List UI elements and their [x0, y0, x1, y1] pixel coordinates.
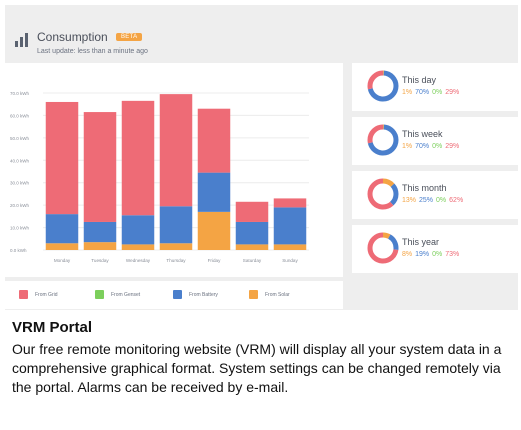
- summary-card-day[interactable]: This day 1% 70% 0% 29%: [352, 63, 519, 111]
- chart-legend: From Grid From Genset From Battery From …: [5, 281, 343, 309]
- bar-segment[interactable]: [273, 198, 307, 208]
- bar-segment[interactable]: [197, 108, 231, 173]
- pct-grid: 29%: [445, 143, 460, 150]
- donut-segment: [367, 70, 399, 102]
- bar-segment[interactable]: [45, 243, 79, 250]
- summary-pcts: 13% 25% 0% 62%: [402, 197, 466, 204]
- pct-battery: 19%: [415, 251, 430, 258]
- bar-segment[interactable]: [235, 244, 269, 250]
- bar-segment[interactable]: [235, 221, 269, 245]
- legend-swatch: [95, 290, 104, 299]
- donut-segment: [367, 70, 399, 102]
- pct-grid: 29%: [445, 89, 460, 96]
- summary-pcts: 8% 19% 0% 73%: [402, 251, 462, 258]
- y-tick-label: 70.0 kWh: [10, 91, 30, 96]
- bar-segment[interactable]: [83, 112, 117, 222]
- donut-segment: [367, 232, 399, 264]
- pct-genset: 0%: [436, 197, 447, 204]
- y-tick-label: 40.0 kWh: [10, 158, 30, 163]
- legend-item-grid[interactable]: From Grid: [19, 290, 58, 299]
- pct-battery: 70%: [415, 143, 430, 150]
- legend-label: From Grid: [35, 291, 58, 298]
- pct-battery: 70%: [415, 89, 430, 96]
- x-tick-label: Sunday: [282, 258, 298, 263]
- vrm-screenshot: Consumption BETA Last update: less than …: [5, 5, 519, 310]
- pct-solar: 8%: [402, 251, 413, 258]
- donut-segment: [367, 124, 399, 156]
- pct-genset: 0%: [432, 143, 443, 150]
- bar-segment[interactable]: [159, 206, 193, 244]
- summary-pcts: 1% 70% 0% 29%: [402, 143, 462, 150]
- pct-genset: 0%: [432, 251, 443, 258]
- legend-item-genset[interactable]: From Genset: [95, 290, 140, 299]
- caption-title: VRM Portal: [12, 319, 93, 336]
- bar-segment[interactable]: [273, 244, 307, 250]
- y-tick-label: 50.0 kWh: [10, 136, 30, 141]
- beta-badge: BETA: [116, 33, 143, 41]
- legend-swatch: [249, 290, 258, 299]
- pct-solar: 1%: [402, 143, 413, 150]
- donut-icon: [367, 124, 399, 156]
- donut-icon: [367, 178, 399, 210]
- legend-label: From Genset: [111, 291, 141, 298]
- y-tick-label: 10.0 kWh: [10, 226, 30, 231]
- bar-segment[interactable]: [45, 214, 79, 244]
- pct-solar: 1%: [402, 89, 413, 96]
- y-tick-label: 0.0 kWh: [10, 248, 27, 253]
- page-title: Consumption: [37, 30, 108, 44]
- summary-title: This year: [402, 237, 440, 247]
- bar-segment[interactable]: [83, 242, 117, 250]
- donut-segment: [367, 124, 399, 156]
- bar-segment[interactable]: [121, 215, 155, 245]
- summary-title: This month: [402, 183, 447, 193]
- bar-segment[interactable]: [197, 211, 231, 250]
- summary-title: This week: [402, 129, 443, 139]
- bar-segment[interactable]: [121, 100, 155, 216]
- bar-segment[interactable]: [83, 221, 117, 243]
- x-tick-label: Saturday: [243, 258, 262, 263]
- pct-battery: 25%: [419, 197, 434, 204]
- y-tick-label: 30.0 kWh: [10, 181, 30, 186]
- pct-grid: 62%: [449, 197, 464, 204]
- donut-icon: [367, 70, 399, 102]
- legend-item-solar[interactable]: From Solar: [249, 290, 290, 299]
- x-tick-label: Friday: [208, 258, 221, 263]
- summary-card-year[interactable]: This year 8% 19% 0% 73%: [352, 225, 519, 273]
- bar-segment[interactable]: [235, 201, 269, 222]
- bar-chart-icon: [15, 33, 29, 47]
- x-tick-label: Thursday: [166, 258, 186, 263]
- legend-swatch: [173, 290, 182, 299]
- donut-segment: [367, 232, 399, 264]
- legend-label: From Solar: [265, 291, 290, 298]
- last-update: Last update: less than a minute ago: [37, 48, 148, 55]
- pct-genset: 0%: [432, 89, 443, 96]
- bar-segment[interactable]: [121, 244, 155, 250]
- legend-item-battery[interactable]: From Battery: [173, 290, 218, 299]
- y-tick-label: 20.0 kWh: [10, 203, 30, 208]
- summary-title: This day: [402, 75, 437, 85]
- pct-grid: 73%: [445, 251, 460, 258]
- summary-pcts: 1% 70% 0% 29%: [402, 89, 462, 96]
- bar-segment[interactable]: [273, 207, 307, 245]
- summary-card-week[interactable]: This week 1% 70% 0% 29%: [352, 117, 519, 165]
- legend-label: From Battery: [189, 291, 218, 298]
- consumption-chart: 0.0 kWh 10.0 kWh 20.0 kWh 30.0 kWh 40.0 kWh 5…: [10, 91, 309, 263]
- bar-segment[interactable]: [45, 101, 79, 215]
- x-tick-label: Wednesday: [126, 258, 151, 263]
- chart-panel: 0.0 kWh 10.0 kWh 20.0 kWh 30.0 kWh 40.0 kWh 5…: [5, 63, 343, 277]
- legend-swatch: [19, 290, 28, 299]
- bar-segment[interactable]: [159, 94, 193, 207]
- bar-segment[interactable]: [197, 172, 231, 212]
- pct-solar: 13%: [402, 197, 417, 204]
- bar-segment[interactable]: [159, 243, 193, 250]
- caption-body: Our free remote monitoring website (VRM)…: [12, 341, 502, 396]
- donut-icon: [367, 232, 399, 264]
- y-tick-label: 60.0 kWh: [10, 113, 30, 118]
- x-tick-label: Monday: [54, 258, 71, 263]
- summary-card-month[interactable]: This month 13% 25% 0% 62%: [352, 171, 519, 219]
- donut-segment: [367, 178, 399, 210]
- donut-segment: [367, 178, 399, 210]
- x-tick-label: Tuesday: [91, 258, 109, 263]
